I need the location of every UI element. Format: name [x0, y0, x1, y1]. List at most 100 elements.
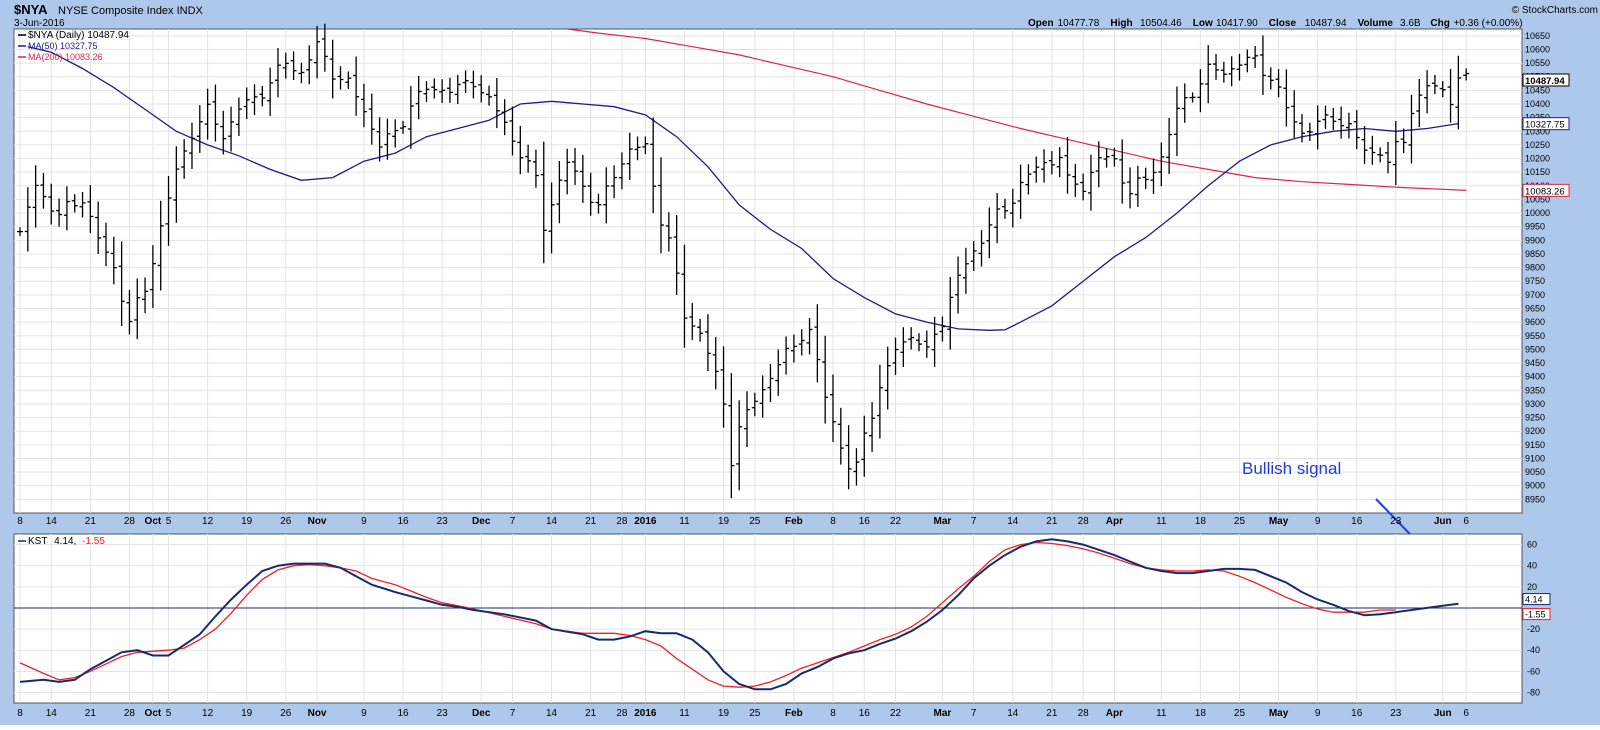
price-bar [48, 183, 55, 225]
price-bar [353, 56, 360, 116]
x-tick-label: 8 [17, 708, 23, 719]
x-tick-label: 23 [1390, 708, 1402, 719]
price-bar [642, 136, 649, 155]
x-tick-label: Dec [472, 516, 491, 527]
price-last-value-tag: 10487.94 [1522, 73, 1570, 87]
price-bar [1385, 141, 1392, 174]
price-y-tick: 10600 [1525, 44, 1550, 54]
x-tick-label: Apr [1106, 516, 1123, 527]
price-bar [618, 152, 625, 190]
price-bar [1455, 55, 1462, 130]
price-y-tick: 10450 [1525, 85, 1550, 95]
price-bar [1408, 94, 1415, 164]
price-bar [689, 303, 696, 340]
price-bar [1205, 45, 1212, 104]
x-tick-label: 22 [890, 708, 902, 719]
x-tick-label: Mar [934, 708, 952, 719]
price-y-tick: 10000 [1525, 208, 1550, 218]
x-tick-label: Feb [785, 516, 803, 527]
price-bar [1064, 136, 1071, 194]
x-tick-label: 18 [1195, 516, 1207, 527]
price-bar [1072, 163, 1079, 198]
x-tick-label: Feb [785, 708, 803, 719]
ma200-line [567, 28, 1467, 191]
x-tick-label: 23 [437, 516, 449, 527]
price-bar [1353, 110, 1360, 150]
x-tick-label: 7 [510, 708, 516, 719]
ma50-line [27, 46, 1459, 331]
price-bar [71, 194, 78, 213]
price-bar [376, 117, 383, 162]
price-bar [188, 122, 195, 169]
ohlc-readout: Open 10477.78 High 10504.46 Low 10417.90 Close… [1028, 18, 1523, 29]
price-bar [986, 207, 993, 259]
price-bar [337, 66, 344, 90]
price-bar [95, 201, 102, 254]
price-bar [423, 81, 430, 103]
svg-text:4.14: 4.14 [1525, 595, 1543, 605]
price-bar [548, 182, 555, 254]
x-tick-label: 28 [1078, 708, 1090, 719]
price-bar [955, 256, 962, 314]
x-tick-label: 14 [546, 708, 558, 719]
price-bar [751, 392, 758, 417]
price-bar [431, 78, 438, 99]
price-bar [915, 333, 922, 352]
x-tick-label: 9 [361, 516, 367, 527]
price-bar [1166, 117, 1173, 174]
price-bar [454, 74, 461, 105]
price-bar [1244, 49, 1251, 73]
price-y-tick: 9250 [1525, 413, 1545, 423]
price-bar [1197, 69, 1204, 113]
price-bar [525, 144, 532, 173]
price-bar [470, 70, 477, 99]
x-tick-label: 9 [361, 708, 367, 719]
price-bar [1400, 128, 1407, 154]
price-y-tick: 9800 [1525, 263, 1545, 273]
price-bar [24, 187, 31, 252]
price-bar [876, 364, 883, 439]
price-bar [1017, 164, 1024, 219]
ohlc-label-close: Close [1269, 18, 1297, 29]
price-last-value-tag: 10327.75 [1522, 117, 1570, 131]
kst-y-tick: -60 [1527, 666, 1540, 676]
price-bar [368, 93, 375, 145]
price-y-tick: 10150 [1525, 167, 1550, 177]
price-y-tick: 9300 [1525, 399, 1545, 409]
price-bar [947, 277, 954, 350]
ohlc-value-high: 10504.46 [1140, 18, 1182, 29]
price-bar [939, 316, 946, 342]
price-y-tick: 9150 [1525, 440, 1545, 450]
price-bar [845, 425, 852, 490]
x-axis-top: 8 14 21 28 Oct 5 12 19 26 Nov 9 16 23 Dec 7 14 21 28 2016 1… [17, 516, 1469, 527]
ohlc-value-close: 10487.94 [1305, 18, 1347, 29]
symbol-text: $NYA [14, 2, 48, 17]
price-bar [1291, 90, 1298, 139]
brand-text: © StockCharts.com [1512, 5, 1598, 16]
price-bar [1025, 164, 1032, 195]
price-last-value-tag: 10083.26 [1522, 183, 1570, 197]
price-y-tick: 9200 [1525, 426, 1545, 436]
price-y-tick: 9750 [1525, 276, 1545, 286]
price-bar [962, 247, 969, 294]
price-bar [892, 337, 899, 375]
price-bar [798, 329, 805, 356]
svg-text:-1.55: -1.55 [1525, 610, 1546, 620]
x-tick-label: 16 [397, 708, 409, 719]
price-bar [1439, 81, 1446, 98]
x-tick-label: Mar [934, 516, 952, 527]
price-legend: $NYA (Daily) 10487.94 MA(50) 10327.75 MA… [18, 30, 129, 62]
price-bar [1369, 135, 1376, 165]
kst-line [19, 538, 1459, 691]
price-bar [673, 215, 680, 295]
price-bar [267, 67, 274, 117]
x-tick-label: 23 [1390, 516, 1402, 527]
price-bar [1252, 45, 1259, 69]
price-bar [1275, 69, 1282, 98]
x-tick-label: 14 [1007, 516, 1019, 527]
price-y-tick: 9000 [1525, 481, 1545, 491]
price-bar [540, 141, 547, 264]
price-bar [1001, 198, 1008, 219]
x-tick-label: 28 [124, 516, 136, 527]
